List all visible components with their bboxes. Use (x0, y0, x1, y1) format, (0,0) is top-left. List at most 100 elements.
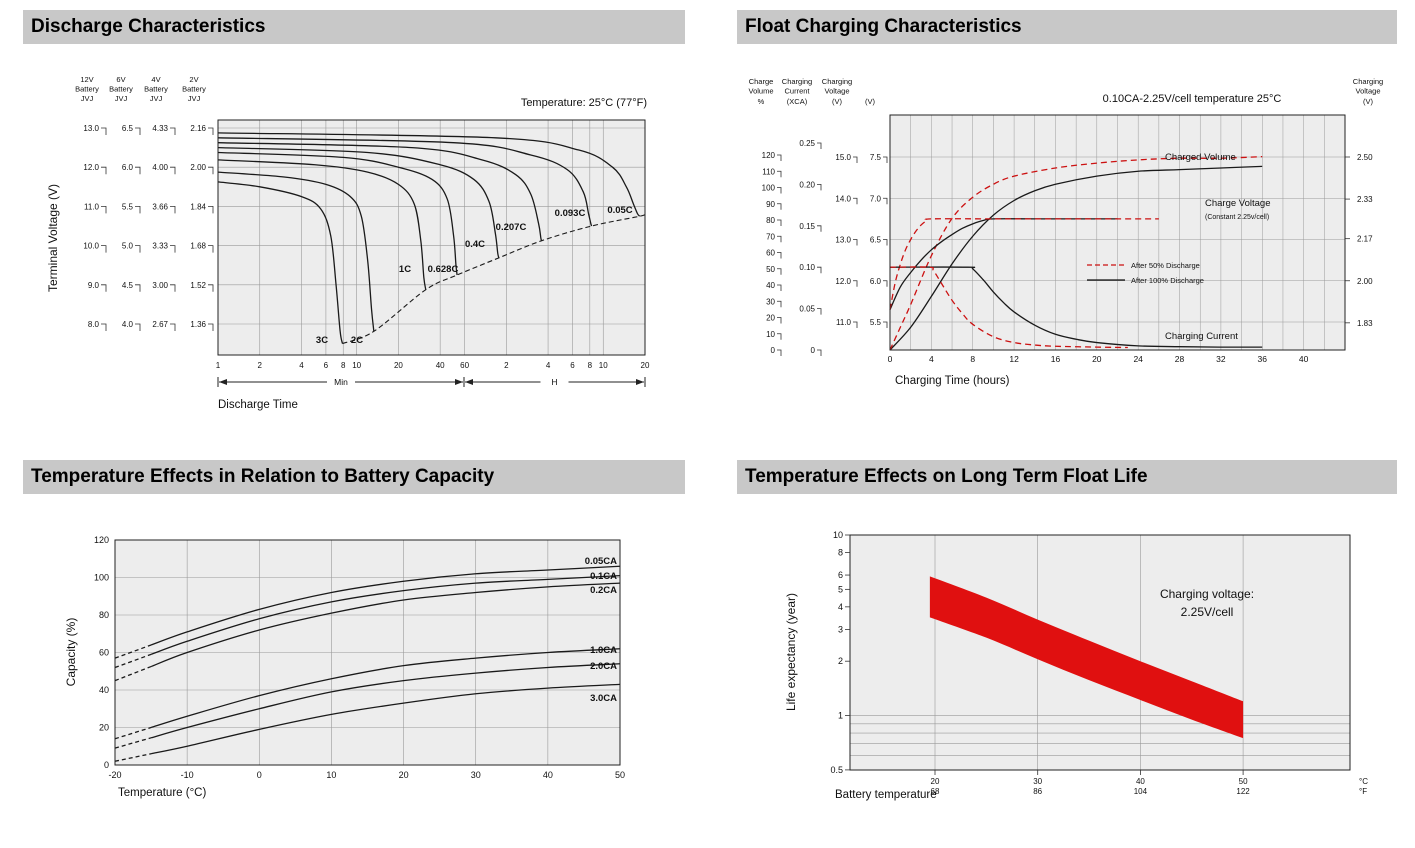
svg-text:0.20: 0.20 (799, 180, 815, 189)
svg-text:0.5: 0.5 (830, 765, 843, 775)
legend-100-discharge: After 100% Discharge (1131, 276, 1204, 285)
svg-text:Battery: Battery (109, 85, 133, 94)
svg-text:3.33: 3.33 (152, 242, 168, 251)
svg-text:11.0: 11.0 (836, 318, 852, 327)
svg-text:6: 6 (838, 570, 843, 580)
svg-text:8: 8 (970, 354, 975, 364)
svg-text:20: 20 (99, 723, 109, 733)
svg-text:-20: -20 (108, 770, 121, 780)
svg-text:Charging: Charging (782, 77, 812, 86)
svg-text:1: 1 (838, 711, 843, 721)
svg-text:1.36: 1.36 (190, 320, 206, 329)
float-grid (890, 115, 1345, 350)
svg-text:6.5: 6.5 (870, 236, 882, 245)
charging-current-50-curve (889, 266, 1128, 349)
svg-text:20: 20 (1092, 354, 1102, 364)
rate-label-1C: 1C (399, 264, 411, 275)
x-axis-title: Charging Time (hours) (895, 375, 1010, 387)
svg-text:2.33: 2.33 (1357, 195, 1373, 204)
svg-text:2: 2 (258, 361, 263, 370)
svg-text:90: 90 (766, 200, 775, 209)
capacity-curve-tail-0.05CA (114, 644, 152, 659)
svg-text:Battery: Battery (144, 85, 168, 94)
svg-text:8: 8 (838, 547, 843, 557)
svg-text:Battery: Battery (182, 85, 206, 94)
svg-text:4.0: 4.0 (122, 320, 134, 329)
svg-text:80: 80 (766, 216, 775, 225)
capacity-curve-tail-0.1CA (114, 653, 152, 669)
float-charging-section-header: Float Charging Characteristics (737, 10, 1397, 44)
y-axis-title: Life expectancy (year) (784, 593, 798, 711)
svg-text:28: 28 (1175, 354, 1185, 364)
svg-text:16: 16 (1051, 354, 1061, 364)
panel-float-charging-characteristics: Float Charging Characteristics Charge Vol… (737, 10, 1397, 444)
float-plot-labels: Charged Volume Charge Voltage (Constant 2.… (1087, 152, 1271, 342)
svg-text:(V): (V) (832, 97, 843, 106)
panel-discharge-characteristics: Discharge Characteristics 12V Battery JVJ 1… (23, 10, 685, 444)
svg-text:50: 50 (1239, 777, 1248, 786)
svg-text:7.5: 7.5 (870, 153, 882, 162)
svg-text:6.0: 6.0 (122, 163, 134, 172)
rate-label-0.2CA: 0.2CA (590, 585, 617, 596)
svg-text:5: 5 (838, 584, 843, 594)
svg-text:4: 4 (299, 361, 304, 370)
svg-text:4: 4 (546, 361, 551, 370)
svg-text:14.0: 14.0 (835, 194, 851, 203)
svg-text:13.0: 13.0 (835, 236, 851, 245)
rate-label-2.0CA: 2.0CA (590, 661, 617, 672)
svg-text:8.0: 8.0 (88, 320, 100, 329)
svg-text:2.16: 2.16 (190, 124, 206, 133)
rate-label-0.4C: 0.4C (465, 239, 485, 250)
rate-label-0.207C: 0.207C (496, 222, 527, 233)
svg-text:120: 120 (762, 151, 776, 160)
svg-text:H: H (551, 377, 557, 387)
discharge-curve-3C (217, 181, 344, 344)
float-life-band (929, 576, 1244, 739)
svg-text:Volume: Volume (748, 87, 773, 96)
charging-current-label: Charging Current (1165, 331, 1238, 342)
svg-text:4V: 4V (151, 75, 160, 84)
svg-text:10.0: 10.0 (83, 242, 99, 251)
svg-text:2.00: 2.00 (1357, 277, 1373, 286)
capacity-curve-tail-3.0CA (114, 753, 152, 762)
svg-text:8: 8 (341, 361, 346, 370)
svg-text:50: 50 (766, 265, 775, 274)
svg-text:40: 40 (766, 281, 775, 290)
svg-text:Voltage: Voltage (1355, 87, 1380, 96)
float-charging-chart: ChargeVolume%120110100908070605040302010… (748, 77, 1383, 387)
cutoff-voltage-curve (342, 213, 646, 345)
discharge-curve-2C (217, 171, 375, 332)
discharge-section-title: Discharge Characteristics (31, 16, 266, 37)
svg-text:30: 30 (766, 297, 775, 306)
life-band (849, 534, 1351, 771)
float-curves (889, 114, 1346, 351)
svg-text:JVJ: JVJ (188, 94, 201, 103)
rate-label-0.05CA: 0.05CA (585, 556, 617, 567)
svg-text:70: 70 (766, 232, 775, 241)
svg-text:6: 6 (570, 361, 575, 370)
svg-text:Min: Min (334, 377, 348, 387)
capacity-curve-0.1CA (150, 574, 621, 655)
svg-text:7.0: 7.0 (870, 194, 882, 203)
svg-text:2.50: 2.50 (1357, 153, 1373, 162)
svg-text:(V): (V) (1363, 97, 1374, 106)
svg-text:10: 10 (352, 361, 361, 370)
svg-text:10: 10 (766, 330, 775, 339)
rate-label-0.093C: 0.093C (555, 208, 586, 219)
svg-text:1.68: 1.68 (190, 242, 206, 251)
svg-text:6: 6 (324, 361, 329, 370)
svg-text:Charging: Charging (822, 77, 852, 86)
svg-text:40: 40 (543, 770, 553, 780)
svg-text:32: 32 (1216, 354, 1226, 364)
temperature-capacity-section-header: Temperature Effects in Relation to Batte… (23, 460, 685, 494)
svg-text:20: 20 (394, 361, 403, 370)
discharge-curves (217, 119, 646, 356)
charge-voltage-sub-label: (Constant 2.25v/cell) (1205, 214, 1269, 221)
svg-text:(XCA): (XCA) (787, 97, 808, 106)
svg-text:5.5: 5.5 (870, 318, 882, 327)
charged-volume-label: Charged Volume (1165, 152, 1236, 163)
float-life-section-header: Temperature Effects on Long Term Float L… (737, 460, 1397, 494)
